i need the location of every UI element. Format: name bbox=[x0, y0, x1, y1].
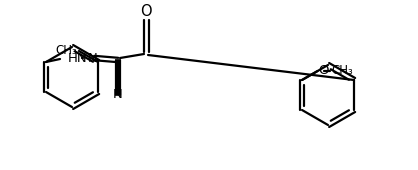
Text: N: N bbox=[88, 52, 98, 64]
Text: CH₃: CH₃ bbox=[331, 64, 353, 78]
Text: CH₃: CH₃ bbox=[55, 45, 77, 57]
Text: O: O bbox=[140, 4, 152, 20]
Text: O: O bbox=[319, 64, 329, 78]
Text: N: N bbox=[113, 88, 123, 101]
Text: HN: HN bbox=[68, 52, 88, 64]
